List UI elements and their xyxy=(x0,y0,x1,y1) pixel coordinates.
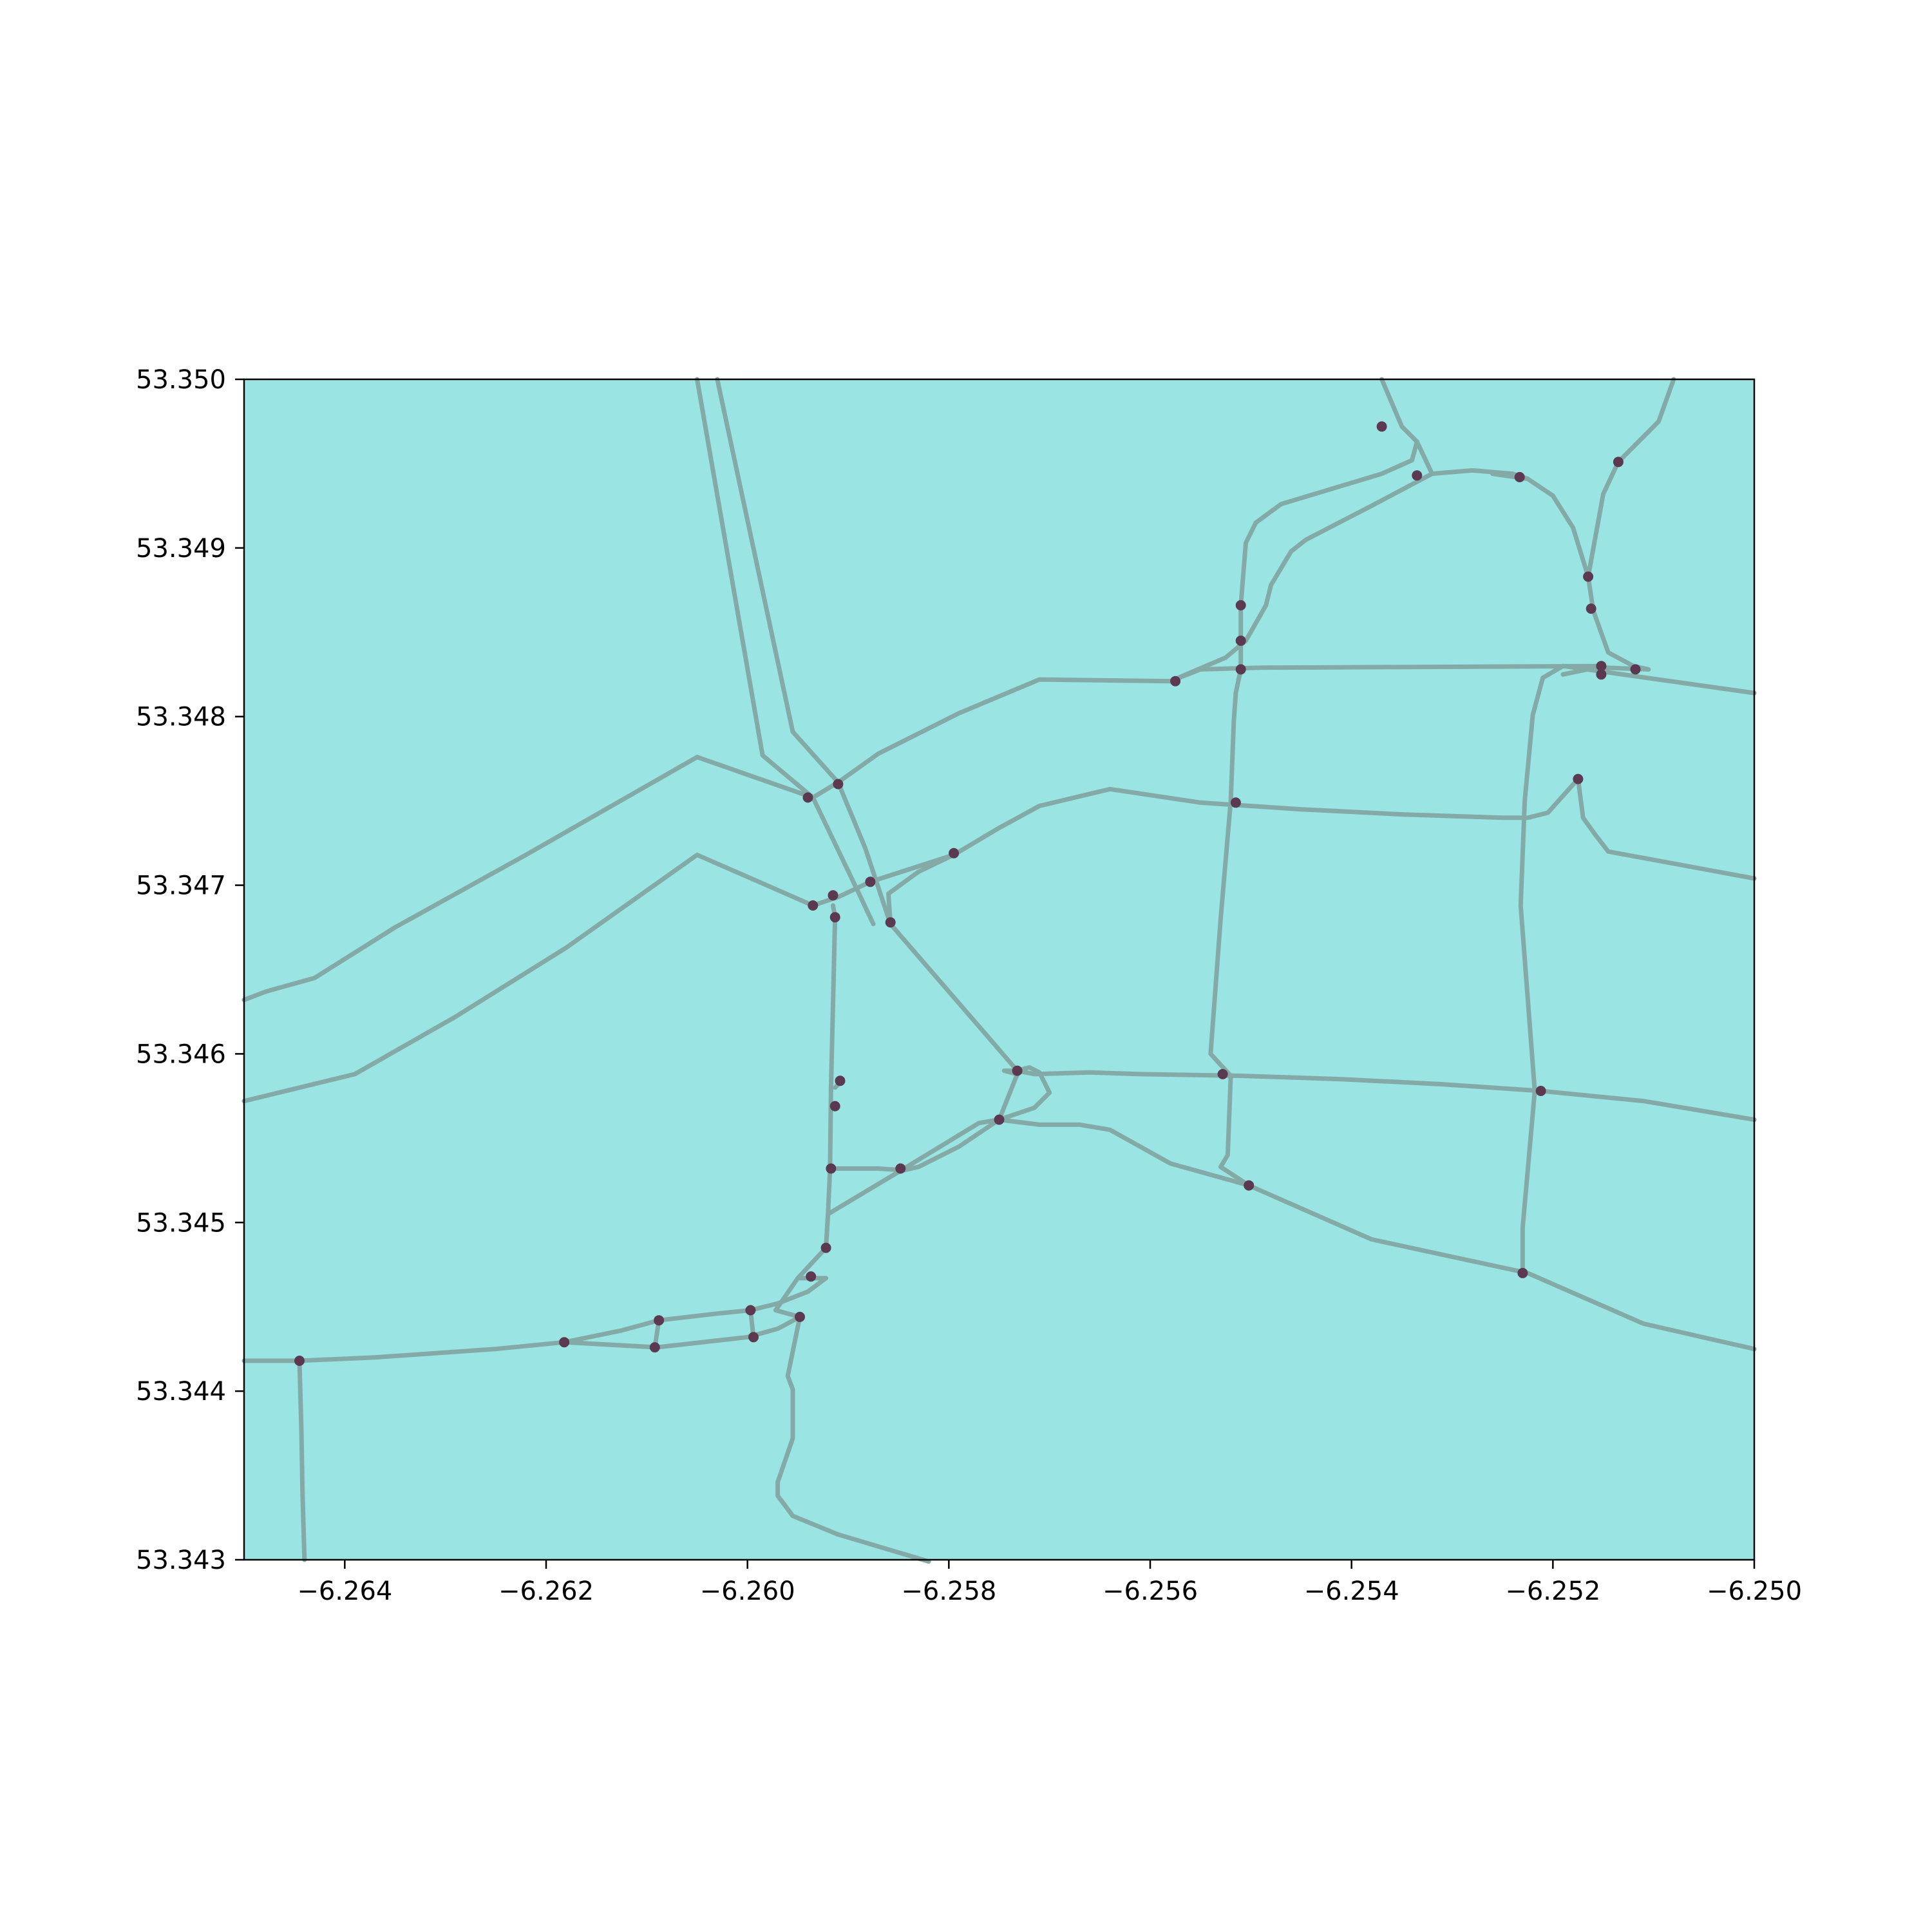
road-node-37 xyxy=(1596,669,1607,680)
road-node-16 xyxy=(802,792,813,803)
plot-frame xyxy=(243,378,1756,1561)
road-segment-8 xyxy=(828,1068,1020,1173)
road-node-19 xyxy=(885,917,896,928)
road-node-31 xyxy=(1412,470,1423,481)
road-node-32 xyxy=(1514,471,1525,482)
nodes-layer xyxy=(294,421,1641,1366)
y-axis: 53.343 53.344 53.345 53.346 53.347 53.348 53.3… xyxy=(136,365,244,1575)
x-tick-label: −6.260 xyxy=(700,1577,795,1606)
road-node-4 xyxy=(745,1305,756,1316)
road-node-18 xyxy=(865,876,876,887)
y-tick-label: 53.344 xyxy=(136,1377,226,1406)
road-node-0 xyxy=(294,1356,305,1366)
road-segment-3 xyxy=(715,377,1020,1074)
x-tick-label: −6.250 xyxy=(1707,1577,1802,1606)
road-node-3 xyxy=(649,1342,660,1353)
x-tick-label: −6.262 xyxy=(498,1577,594,1606)
road-node-10 xyxy=(895,1163,906,1174)
road-node-35 xyxy=(1586,603,1596,614)
road-node-2 xyxy=(654,1315,665,1326)
y-tick-label: 53.350 xyxy=(136,365,226,395)
x-axis: −6.264 −6.262 −6.260 −6.258 −6.256 −6.254 −6.2… xyxy=(297,1560,1802,1606)
y-tick-label: 53.343 xyxy=(136,1546,226,1575)
road-node-22 xyxy=(1012,1065,1023,1076)
road-node-13 xyxy=(829,912,840,923)
road-node-17 xyxy=(833,779,844,790)
road-segment-23 xyxy=(1168,663,1605,684)
road-node-5 xyxy=(748,1332,759,1343)
road-segment-21 xyxy=(1575,777,1757,881)
road-node-39 xyxy=(1573,773,1584,784)
road-node-29 xyxy=(1244,1180,1255,1191)
road-node-24 xyxy=(1235,664,1246,675)
road-node-6 xyxy=(795,1311,805,1322)
plot-area xyxy=(244,379,1754,1560)
y-tick-label: 53.347 xyxy=(136,871,226,901)
road-segment-1 xyxy=(242,777,1580,1104)
road-node-33 xyxy=(1613,457,1624,468)
road-node-40 xyxy=(1535,1086,1546,1096)
road-node-38 xyxy=(1630,664,1641,675)
road-segment-5 xyxy=(886,852,956,927)
road-node-7 xyxy=(806,1271,817,1282)
y-tick-label: 53.345 xyxy=(136,1208,226,1238)
road-segment-17 xyxy=(297,1358,307,1562)
road-node-36 xyxy=(1596,661,1607,672)
road-node-8 xyxy=(820,1242,831,1253)
road-node-28 xyxy=(1217,1068,1228,1079)
road-node-20 xyxy=(949,848,960,858)
x-tick-label: −6.252 xyxy=(1505,1577,1600,1606)
road-node-1 xyxy=(559,1337,570,1348)
road-segment-19 xyxy=(1414,439,1435,477)
road-node-30 xyxy=(1376,421,1387,432)
road-segment-0 xyxy=(242,468,1591,1003)
road-segment-22 xyxy=(1560,663,1757,696)
road-node-15 xyxy=(808,900,819,911)
road-node-27 xyxy=(1230,797,1241,808)
road-node-23 xyxy=(1170,676,1181,687)
road-segment-11 xyxy=(1015,1068,1757,1122)
x-tick-label: −6.264 xyxy=(297,1577,392,1606)
road-node-26 xyxy=(1235,600,1246,611)
road-node-41 xyxy=(1517,1267,1528,1278)
road-node-25 xyxy=(1235,635,1246,646)
road-node-21 xyxy=(994,1114,1005,1125)
road-node-14 xyxy=(828,890,838,901)
y-tick-label: 53.348 xyxy=(136,703,226,732)
road-segment-20 xyxy=(1518,377,1676,1276)
x-tick-label: −6.256 xyxy=(1103,1577,1198,1606)
road-node-12 xyxy=(835,1075,846,1086)
road-node-9 xyxy=(826,1163,837,1174)
road-segment-10 xyxy=(997,1065,1052,1122)
road-segment-12 xyxy=(997,1117,1757,1352)
x-tick-label: −6.254 xyxy=(1304,1577,1399,1606)
road-node-34 xyxy=(1583,571,1594,582)
road-node-11 xyxy=(829,1101,840,1112)
x-tick-label: −6.258 xyxy=(901,1577,996,1606)
y-tick-label: 53.346 xyxy=(136,1039,226,1069)
y-tick-label: 53.349 xyxy=(136,534,226,564)
